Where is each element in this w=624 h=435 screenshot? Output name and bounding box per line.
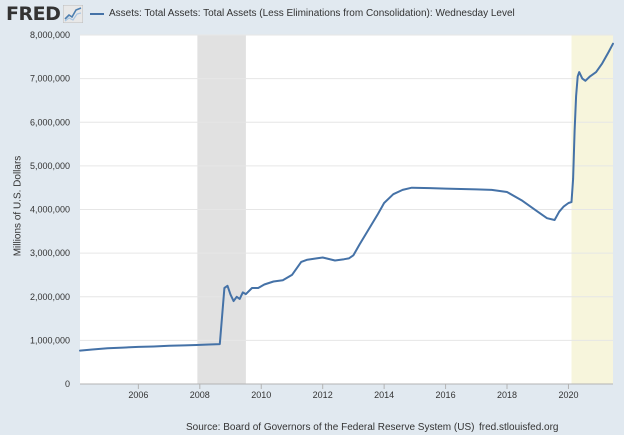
mini-line-chart-icon bbox=[63, 5, 84, 23]
x-tick-label: 2014 bbox=[374, 390, 394, 400]
y-tick-label: 7,000,000 bbox=[30, 74, 70, 84]
series-lines bbox=[79, 42, 614, 352]
y-tick-label: 5,000,000 bbox=[30, 161, 70, 171]
y-tick-label: 3,000,000 bbox=[30, 248, 70, 258]
y-gridlines bbox=[80, 34, 613, 341]
x-tick-label: 2020 bbox=[558, 390, 578, 400]
y-tick-label: 2,000,000 bbox=[30, 292, 70, 302]
x-tick-label: 2008 bbox=[190, 390, 210, 400]
source-url[interactable]: fred.stlouisfed.org bbox=[479, 422, 559, 433]
y-tick-label: 0 bbox=[65, 379, 70, 389]
y-tick-labels: 0 1,000,000 2,000,000 3,000,000 4,000,000 5,0… bbox=[30, 30, 70, 389]
legend-swatch bbox=[90, 12, 104, 15]
x-tick-label: 2010 bbox=[251, 390, 271, 400]
x-tick-labels: 2006 2008 2010 2012 2014 2016 2018 2020 bbox=[128, 384, 578, 400]
y-tick-label: 6,000,000 bbox=[30, 117, 70, 127]
x-tick-label: 2016 bbox=[436, 390, 456, 400]
chart-legend: Assets: Total Assets: Total Assets (Less… bbox=[90, 8, 515, 19]
y-tick-label: 8,000,000 bbox=[30, 30, 70, 40]
x-tick-label: 2012 bbox=[313, 390, 333, 400]
y-axis-title: Millions of U.S. Dollars bbox=[12, 155, 24, 257]
y-tick-label: 1,000,000 bbox=[30, 335, 70, 345]
header: FRED Assets: Total Assets: Total Assets … bbox=[0, 0, 624, 30]
fred-logo-text: FRED bbox=[6, 3, 61, 25]
legend-label: Assets: Total Assets: Total Assets (Less… bbox=[109, 8, 515, 19]
y-tick-label: 4,000,000 bbox=[30, 205, 70, 215]
source-note: Source: Board of Governors of the Federa… bbox=[186, 422, 475, 433]
series-line bbox=[79, 42, 614, 352]
fred-logo[interactable]: FRED bbox=[6, 3, 84, 25]
x-tick-label: 2006 bbox=[128, 390, 148, 400]
x-tick-label: 2018 bbox=[497, 390, 517, 400]
